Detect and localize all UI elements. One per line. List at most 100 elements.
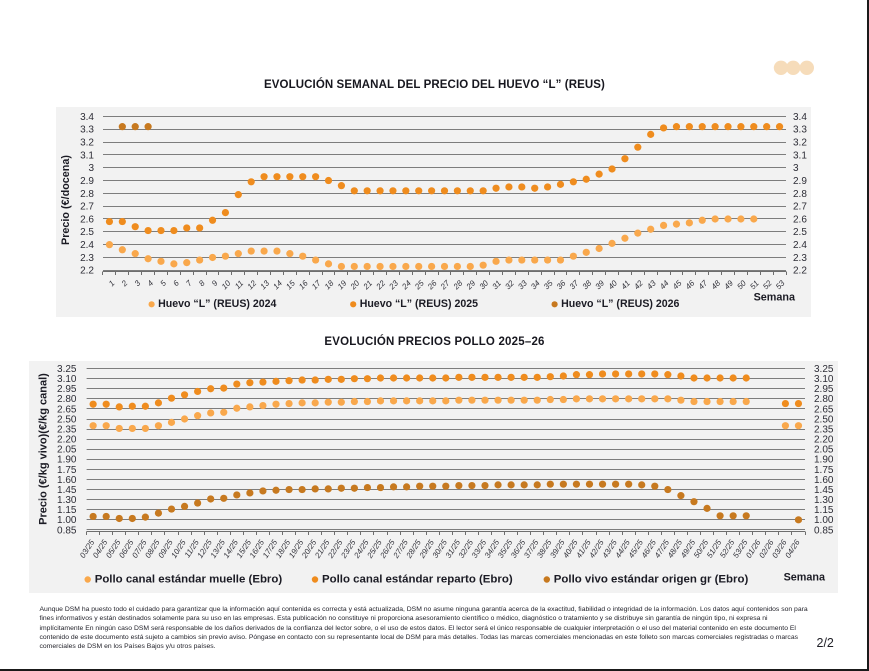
svg-text:40: 40 (606, 278, 619, 291)
svg-text:2.95: 2.95 (57, 384, 77, 395)
svg-text:24: 24 (400, 278, 414, 292)
svg-text:Semana: Semana (784, 572, 826, 584)
svg-text:1.75: 1.75 (57, 465, 77, 476)
svg-text:25: 25 (412, 278, 426, 292)
svg-text:1.60: 1.60 (814, 475, 834, 486)
svg-text:16: 16 (297, 278, 310, 291)
svg-text:50: 50 (735, 278, 748, 291)
svg-text:2.7: 2.7 (80, 202, 94, 213)
svg-text:2.6: 2.6 (80, 214, 94, 225)
svg-text:21: 21 (361, 279, 374, 292)
svg-text:04/26: 04/26 (783, 538, 802, 560)
svg-text:1.90: 1.90 (57, 455, 77, 466)
svg-text:39: 39 (594, 278, 607, 291)
svg-text:1.15: 1.15 (814, 505, 834, 516)
svg-text:Pollo vivo estándar origen gr: Pollo vivo estándar origen gr (Ebro) (554, 573, 749, 585)
svg-text:41: 41 (619, 279, 632, 292)
svg-text:3.4: 3.4 (80, 112, 94, 123)
svg-text:29: 29 (464, 278, 478, 292)
svg-text:27: 27 (438, 278, 452, 292)
svg-text:3.1: 3.1 (793, 150, 807, 161)
svg-text:6: 6 (171, 278, 181, 288)
svg-text:2.50: 2.50 (814, 414, 834, 425)
svg-text:3.2: 3.2 (80, 137, 94, 148)
svg-text:22: 22 (374, 278, 388, 292)
svg-text:2.20: 2.20 (814, 435, 834, 446)
svg-text:20: 20 (348, 278, 362, 292)
svg-text:19: 19 (336, 278, 349, 291)
svg-text:1: 1 (107, 279, 117, 288)
svg-text:Precio (€/kg vivo)(€/kg canal): Precio (€/kg vivo)(€/kg canal) (38, 373, 50, 525)
svg-text:3.25: 3.25 (57, 364, 77, 375)
svg-text:2.9: 2.9 (80, 176, 94, 187)
svg-text:42: 42 (632, 278, 645, 291)
svg-text:2.5: 2.5 (80, 227, 94, 238)
svg-text:1.00: 1.00 (57, 515, 77, 526)
svg-text:45: 45 (671, 278, 684, 291)
svg-text:23: 23 (387, 278, 401, 292)
svg-text:53: 53 (774, 278, 787, 291)
svg-text:3.10: 3.10 (57, 374, 77, 385)
svg-text:8: 8 (197, 278, 207, 288)
svg-text:17: 17 (310, 278, 323, 291)
svg-text:2.2: 2.2 (80, 266, 94, 277)
svg-text:2.65: 2.65 (57, 404, 77, 415)
svg-text:1.90: 1.90 (814, 455, 834, 466)
svg-text:2.4: 2.4 (80, 240, 94, 251)
svg-text:44: 44 (658, 278, 671, 291)
svg-text:2.05: 2.05 (57, 445, 77, 456)
svg-text:2.5: 2.5 (793, 227, 807, 238)
svg-text:2.4: 2.4 (793, 240, 807, 251)
svg-text:1.45: 1.45 (814, 485, 834, 496)
svg-text:2.3: 2.3 (793, 253, 807, 264)
svg-text:3.25: 3.25 (814, 364, 834, 375)
svg-text:1.60: 1.60 (57, 475, 77, 486)
svg-text:14: 14 (271, 278, 284, 291)
svg-text:2.2: 2.2 (793, 266, 807, 277)
svg-text:2.8: 2.8 (80, 189, 94, 200)
svg-text:2.35: 2.35 (814, 424, 834, 435)
svg-text:18: 18 (323, 278, 336, 291)
svg-text:1.30: 1.30 (57, 495, 77, 506)
svg-text:3.2: 3.2 (793, 137, 807, 148)
svg-text:3.1: 3.1 (80, 150, 94, 161)
svg-text:2.80: 2.80 (57, 394, 77, 405)
svg-text:10: 10 (220, 278, 233, 291)
svg-text:47: 47 (697, 278, 710, 291)
svg-text:2.20: 2.20 (57, 435, 77, 446)
svg-text:2.8: 2.8 (793, 189, 807, 200)
svg-text:Huevo “L” (REUS) 2025: Huevo “L” (REUS) 2025 (360, 298, 478, 310)
svg-text:7: 7 (184, 278, 194, 288)
svg-text:Huevo “L” (REUS) 2026: Huevo “L” (REUS) 2026 (561, 298, 679, 310)
svg-text:15: 15 (284, 278, 297, 291)
svg-text:Huevo “L” (REUS) 2024: Huevo “L” (REUS) 2024 (158, 298, 276, 310)
svg-text:Pollo canal estándar muelle (E: Pollo canal estándar muelle (Ebro) (95, 573, 283, 585)
svg-text:36: 36 (555, 278, 568, 291)
svg-text:3: 3 (88, 163, 94, 174)
svg-text:2: 2 (119, 278, 130, 289)
svg-text:1.75: 1.75 (814, 465, 834, 476)
svg-text:1.30: 1.30 (814, 495, 834, 506)
svg-text:1.45: 1.45 (57, 485, 77, 496)
svg-text:3: 3 (133, 278, 143, 288)
svg-text:3.3: 3.3 (793, 125, 807, 136)
svg-text:3.3: 3.3 (80, 125, 94, 136)
svg-text:Semana: Semana (754, 292, 796, 304)
svg-text:31: 31 (490, 279, 503, 292)
svg-text:49: 49 (722, 278, 735, 291)
svg-text:3.4: 3.4 (793, 112, 807, 123)
svg-text:33: 33 (516, 278, 529, 291)
svg-text:11: 11 (233, 279, 245, 291)
svg-text:0.85: 0.85 (57, 525, 77, 536)
svg-text:2.65: 2.65 (814, 404, 834, 415)
svg-text:51: 51 (748, 279, 761, 292)
svg-text:0.85: 0.85 (814, 525, 834, 536)
svg-text:48: 48 (709, 278, 722, 291)
svg-text:43: 43 (645, 278, 658, 291)
svg-text:2.80: 2.80 (814, 394, 834, 405)
svg-text:35: 35 (542, 278, 555, 291)
svg-text:13: 13 (258, 278, 271, 291)
svg-text:2.7: 2.7 (793, 202, 807, 213)
svg-text:2.3: 2.3 (80, 253, 94, 264)
svg-text:2.9: 2.9 (793, 176, 807, 187)
